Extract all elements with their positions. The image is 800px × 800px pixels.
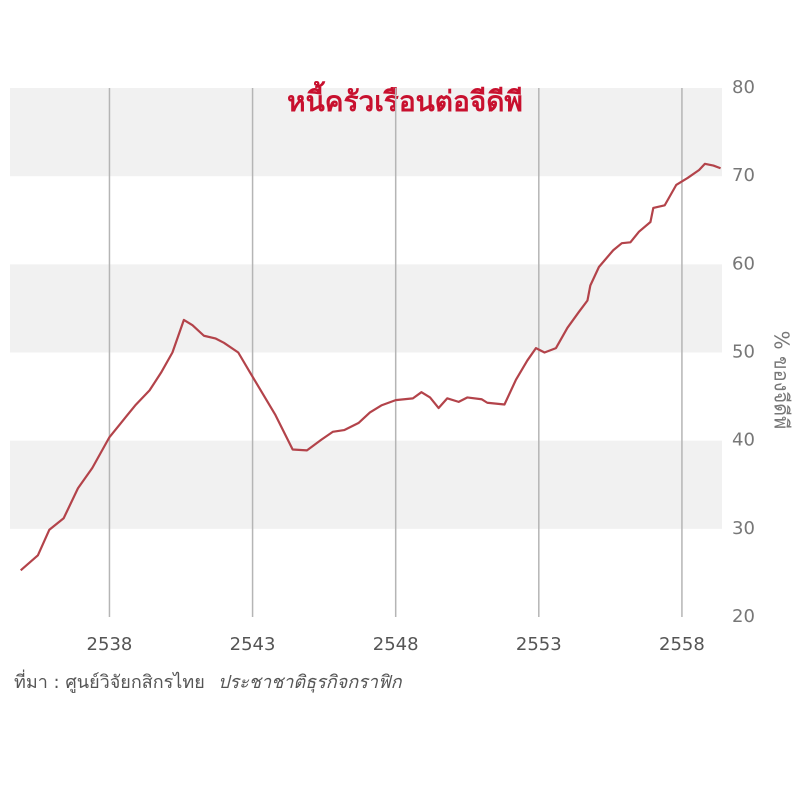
y-tick-label: 50 [732, 342, 755, 363]
data-line [19, 162, 721, 572]
x-tick-label: 2538 [87, 634, 133, 655]
x-tick-label: 2548 [373, 634, 419, 655]
credit: ประชาชาติธุรกิจกราฟิก [218, 672, 403, 693]
band [10, 440, 722, 529]
band [10, 88, 722, 177]
chart-title: หนี้ครัวเรือนต่อจีดีพี [287, 80, 523, 118]
background-bands [10, 88, 722, 529]
y-tick-label: 80 [732, 77, 755, 98]
y-tick-label: 20 [732, 606, 755, 627]
source: ที่มา : ศูนย์วิจัยกสิกรไทย [14, 669, 205, 693]
y-axis-label: % ของจีดีพี [770, 331, 794, 430]
y-tick-label: 70 [732, 165, 755, 186]
y-tick-label: 30 [732, 518, 755, 539]
y-tick-label: 40 [732, 430, 755, 451]
band [10, 264, 722, 353]
x-tick-label: 2553 [516, 634, 562, 655]
x-tick-label: 2543 [230, 634, 276, 655]
y-tick-label: 60 [732, 253, 755, 274]
x-tick-label: 2558 [659, 634, 705, 655]
